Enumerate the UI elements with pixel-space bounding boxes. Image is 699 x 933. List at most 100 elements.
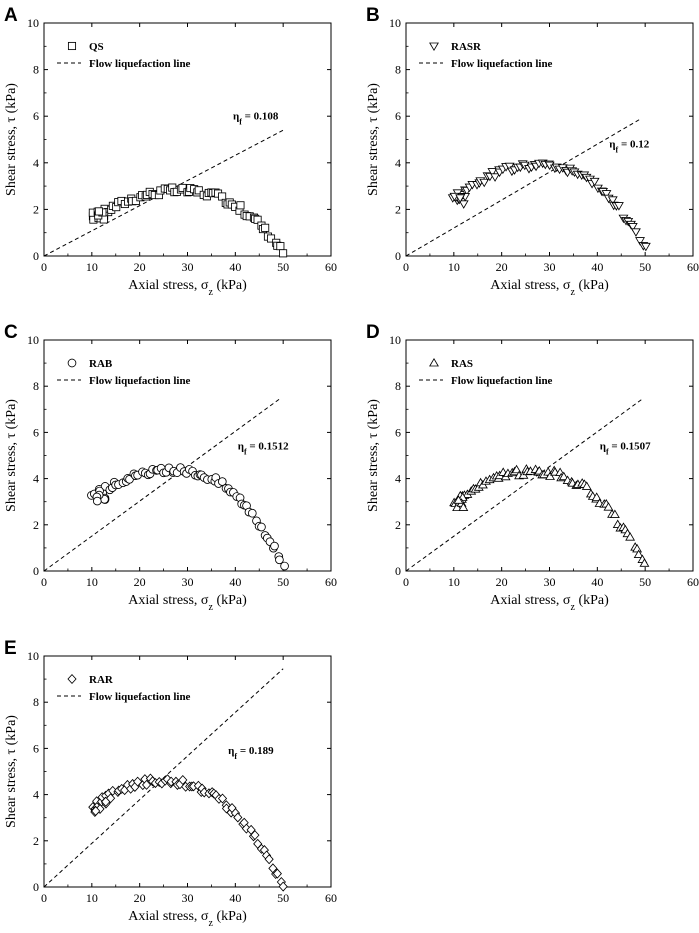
data-point: [458, 200, 469, 209]
flow-liquefaction-line: [43, 397, 282, 572]
x-tick-label: 50: [639, 260, 651, 274]
x-tick-label: 50: [277, 891, 289, 905]
chart-panel-a: A 0 10 20 30 40 50 60 0 2 4 6 8 10 Axial stress, σz (k…: [4, 5, 337, 298]
y-axis-title: Shear stress, τ (kPa): [4, 715, 19, 828]
data-series: [447, 159, 651, 252]
legend-label-series: RAR: [89, 674, 114, 686]
y-tick-label: 6: [33, 425, 39, 439]
data-point: [487, 168, 498, 177]
flow-liquefaction-line: [405, 398, 644, 572]
data-point: [632, 543, 643, 553]
chart-panel-e: E 0 10 20 30 40 50 60 0 2 4 6 8 10 Axial stress, σz (k…: [4, 638, 337, 929]
y-tick-label: 6: [395, 425, 401, 439]
x-tick-label: 40: [229, 891, 241, 905]
x-tick-label: 20: [496, 260, 508, 274]
data-point: [639, 558, 650, 567]
x-tick-label: 60: [325, 891, 337, 905]
panel-label: E: [4, 638, 17, 659]
data-point: [280, 561, 289, 571]
data-point: [217, 477, 227, 486]
y-tick-label: 0: [395, 249, 401, 263]
chart-panel-c: C 0 10 20 30 40 50 60 0 2 4 6 8 10 Axial stress, σz (k…: [4, 322, 337, 613]
data-point: [101, 796, 111, 807]
data-point: [94, 207, 103, 216]
x-axis-title: Axial stress, σz (kPa): [128, 278, 247, 298]
legend: RASR Flow liquefaction line: [419, 41, 553, 70]
y-tick-label: 10: [389, 16, 401, 30]
data-point: [581, 481, 592, 490]
data-point: [453, 495, 464, 504]
data-point: [591, 492, 602, 501]
y-axis-title: Shear stress, τ (kPa): [366, 83, 381, 196]
y-axis-title: Shear stress, τ (kPa): [4, 83, 19, 196]
data-point: [511, 464, 522, 474]
x-tick-label: 30: [182, 575, 194, 589]
data-point: [178, 774, 188, 786]
data-point: [276, 242, 285, 251]
data-point: [272, 868, 282, 879]
data-point: [279, 249, 288, 258]
y-tick-label: 8: [33, 63, 39, 77]
panel-label: A: [4, 5, 18, 26]
y-tick-label: 2: [33, 834, 39, 848]
x-tick-label: 50: [277, 260, 289, 274]
data-point: [545, 471, 555, 480]
x-tick-label: 50: [639, 575, 651, 589]
legend-marker: [429, 357, 439, 367]
y-tick-label: 0: [395, 564, 401, 578]
data-point: [270, 541, 279, 551]
data-point: [275, 555, 284, 565]
legend-marker: [429, 42, 439, 52]
x-tick-label: 10: [86, 575, 98, 589]
x-axis-title: Axial stress, σz (kPa): [128, 593, 247, 613]
x-tick-label: 50: [277, 575, 289, 589]
x-tick-label: 10: [86, 891, 98, 905]
data-point: [589, 177, 600, 187]
x-tick-label: 40: [591, 260, 603, 274]
x-tick-label: 10: [448, 260, 460, 274]
flow-liquefaction-line: [405, 118, 641, 257]
y-tick-label: 2: [33, 202, 39, 216]
legend-label-series: QS: [89, 41, 104, 53]
data-point: [625, 532, 636, 541]
y-tick-label: 2: [33, 518, 39, 532]
y-tick-label: 6: [395, 109, 401, 123]
legend-label-flow-line: Flow liquefaction line: [451, 58, 553, 70]
y-tick-label: 10: [27, 16, 39, 30]
x-tick-label: 20: [134, 575, 146, 589]
data-point: [92, 496, 102, 506]
y-tick-label: 6: [33, 109, 39, 123]
data-point: [257, 522, 266, 532]
x-axis-title: Axial stress, σz (kPa): [490, 278, 609, 298]
legend-marker: [67, 41, 77, 51]
y-tick-label: 10: [27, 649, 39, 663]
y-tick-label: 10: [27, 333, 39, 347]
data-point: [633, 549, 644, 559]
x-tick-label: 30: [544, 260, 556, 274]
data-point: [194, 186, 203, 195]
x-tick-label: 10: [86, 260, 98, 274]
eta-annotation: ηf = 0.1507: [600, 441, 651, 457]
x-tick-label: 0: [403, 575, 409, 589]
y-tick-label: 8: [395, 379, 401, 393]
legend-label-flow-line: Flow liquefaction line: [89, 691, 191, 703]
data-point: [640, 242, 651, 252]
y-tick-label: 2: [395, 518, 401, 532]
y-tick-label: 4: [33, 472, 39, 486]
data-point: [603, 502, 614, 511]
data-point: [607, 196, 618, 205]
chart-panel-b: B 0 10 20 30 40 50 60 0 2 4 6 8 10 Axial stress, σz (k…: [366, 5, 699, 298]
y-tick-label: 10: [389, 333, 401, 347]
y-tick-label: 4: [33, 788, 39, 802]
panel-label: C: [4, 322, 18, 343]
legend: RAR Flow liquefaction line: [57, 673, 191, 703]
x-tick-label: 20: [134, 891, 146, 905]
x-axis-title: Axial stress, σz (kPa): [490, 593, 609, 613]
data-point: [458, 502, 469, 511]
legend-label-flow-line: Flow liquefaction line: [89, 58, 191, 70]
data-series: [88, 183, 288, 258]
data-point: [490, 173, 500, 182]
panel-label: B: [366, 5, 380, 26]
eta-annotation: ηf = 0.1512: [238, 441, 289, 457]
